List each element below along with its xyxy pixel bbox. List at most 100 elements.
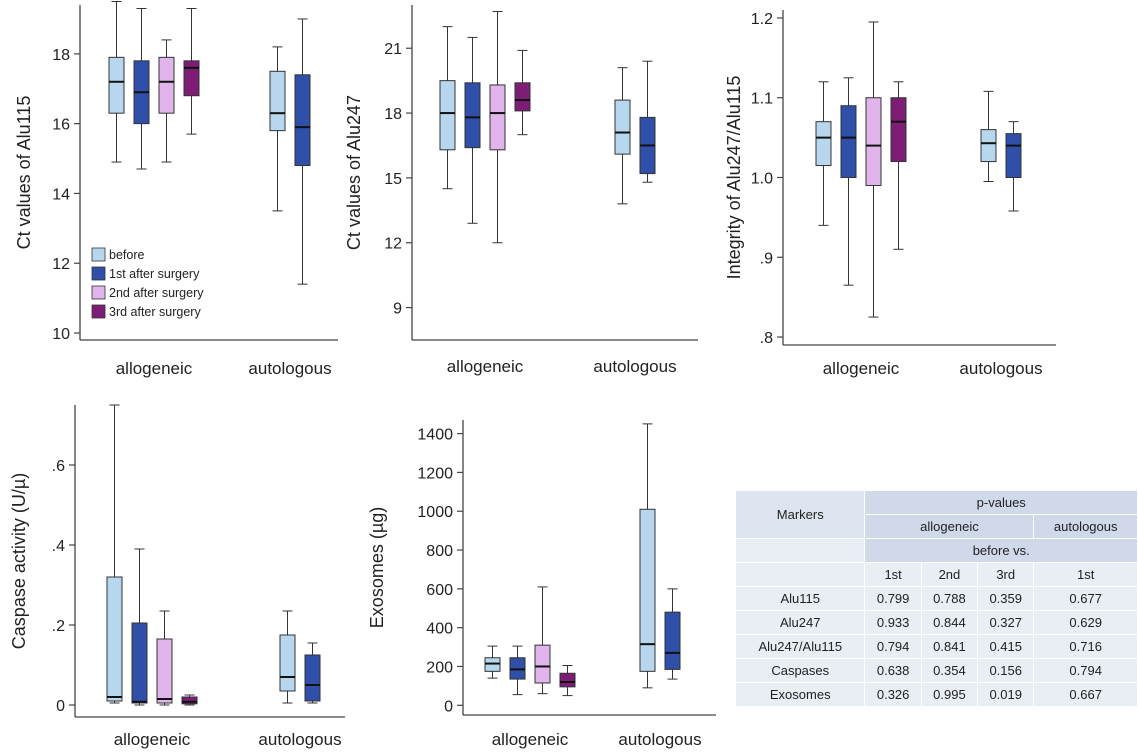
y-tick-label: 1200 [417, 465, 453, 482]
y-tick-label: 16 [52, 117, 70, 134]
y-tick-label: 1.0 [751, 171, 773, 188]
before-vs-header: before vs. [865, 539, 1138, 563]
y-tick-label: 200 [426, 659, 453, 676]
pvalue-cell: 0.667 [1034, 683, 1138, 707]
pvalue-cell: 0.156 [978, 659, 1034, 683]
box-1st-after-surgery-autologous [640, 61, 655, 182]
chart-panel-4: 0 .2 .4 .6 Caspase activity (U/µ) allogeneic a… [9, 405, 345, 749]
box-body [270, 71, 285, 130]
y-tick-label: 15 [384, 171, 402, 188]
y-tick-label: .4 [52, 538, 65, 555]
y-axis-label: Caspase activity (U/µ) [9, 473, 29, 649]
box-1st-after-surgery-autologous [305, 643, 320, 703]
y-tick-label: 18 [384, 106, 402, 123]
y-axis-label: Ct values of Alu115 [14, 96, 34, 250]
box-3rd-after-surgery-allogeneic [891, 82, 906, 250]
table-row: Alu247/Alu115 0.794 0.841 0.415 0.716 [736, 635, 1138, 659]
pvalue-cell: 0.799 [865, 587, 921, 611]
box-body [816, 122, 831, 166]
y-tick-label: .9 [760, 250, 773, 267]
y-tick-label: .2 [52, 618, 65, 635]
pvalues-header: p-values [865, 491, 1138, 515]
box-2nd-after-surgery-allogeneic [159, 40, 174, 162]
marker-cell: Exosomes [736, 683, 865, 707]
box-body [159, 57, 174, 113]
pvalue-cell: 0.794 [865, 635, 921, 659]
pvalue-cell: 0.794 [1034, 659, 1138, 683]
pvalue-cell: 0.677 [1034, 587, 1138, 611]
blank-cell [736, 539, 865, 563]
box-body [440, 81, 455, 150]
pvalue-cell: 0.933 [865, 611, 921, 635]
box-2nd-after-surgery-allogeneic [157, 611, 172, 705]
pvalues-table: Markers p-values allogeneic autologous b… [735, 490, 1138, 707]
box-body [615, 100, 630, 154]
y-tick-label: 14 [52, 186, 70, 203]
x-category-label: allogeneic [116, 359, 193, 378]
box-body [1006, 134, 1021, 178]
x-category-label: allogeneic [823, 359, 900, 378]
box-body [981, 130, 996, 162]
box-3rd-after-surgery-allogeneic [560, 666, 575, 696]
y-tick-label: 400 [426, 621, 453, 638]
x-category-label: autologous [248, 359, 331, 378]
y-tick-label: 0 [444, 698, 453, 715]
y-tick-label: 1400 [417, 427, 453, 444]
y-tick-label: 18 [52, 47, 70, 64]
x-category-label: autologous [618, 730, 701, 749]
markers-header: Markers [736, 491, 865, 539]
box-before-allogeneic [440, 27, 455, 189]
box-1st-after-surgery-allogeneic [841, 78, 856, 285]
box-body [490, 85, 505, 150]
pvalue-cell: 0.327 [978, 611, 1034, 635]
box-body [841, 106, 856, 178]
box-3rd-after-surgery-allogeneic [184, 8, 199, 134]
y-tick-label: 0 [56, 698, 65, 715]
box-body [560, 673, 575, 687]
x-category-label: autologous [959, 359, 1042, 378]
y-tick-label: .8 [760, 330, 773, 347]
legend-swatch [92, 286, 105, 299]
box-body [157, 639, 172, 703]
y-tick-label: 600 [426, 582, 453, 599]
y-tick-label: 12 [384, 236, 402, 253]
marker-cell: Alu247 [736, 611, 865, 635]
box-before-autologous [981, 91, 996, 181]
col-header: 1st [1034, 563, 1138, 587]
marker-cell: Alu115 [736, 587, 865, 611]
box-body [515, 83, 530, 111]
box-body [280, 635, 295, 691]
legend-swatch [92, 305, 105, 318]
box-1st-after-surgery-allogeneic [134, 8, 149, 169]
chart-panel-2: 912151821Ct values of Alu247allogeneic au… [344, 5, 698, 376]
box-before-allogeneic [485, 646, 500, 678]
box-body [184, 61, 199, 96]
x-category-label: autologous [593, 357, 676, 376]
box-1st-after-surgery-autologous [295, 19, 310, 284]
box-2nd-after-surgery-allogeneic [866, 22, 881, 317]
pvalue-cell: 0.415 [978, 635, 1034, 659]
box-body [665, 612, 680, 669]
col-header: 1st [865, 563, 921, 587]
y-axis-label: Ct values of Alu247 [344, 95, 364, 250]
box-body [109, 57, 124, 113]
blank-cell [736, 563, 865, 587]
legend-label: before [109, 248, 144, 262]
y-tick-label: 800 [426, 543, 453, 560]
pvalue-cell: 0.788 [921, 587, 977, 611]
box-before-autologous [270, 47, 285, 211]
box-1st-after-surgery-allogeneic [132, 549, 147, 705]
box-2nd-after-surgery-allogeneic [490, 11, 505, 242]
pvalue-cell: 0.359 [978, 587, 1034, 611]
pvalue-cell: 0.716 [1034, 635, 1138, 659]
table-row: Caspases 0.638 0.354 0.156 0.794 [736, 659, 1138, 683]
y-tick-label: 1000 [417, 504, 453, 521]
marker-cell: Alu247/Alu115 [736, 635, 865, 659]
pvalue-cell: 0.995 [921, 683, 977, 707]
box-body [295, 75, 310, 166]
box-2nd-after-surgery-allogeneic [535, 587, 550, 694]
box-body [305, 655, 320, 701]
box-1st-after-surgery-allogeneic [465, 37, 480, 223]
legend-label: 3rd after surgery [109, 305, 201, 319]
box-before-autologous [280, 611, 295, 703]
